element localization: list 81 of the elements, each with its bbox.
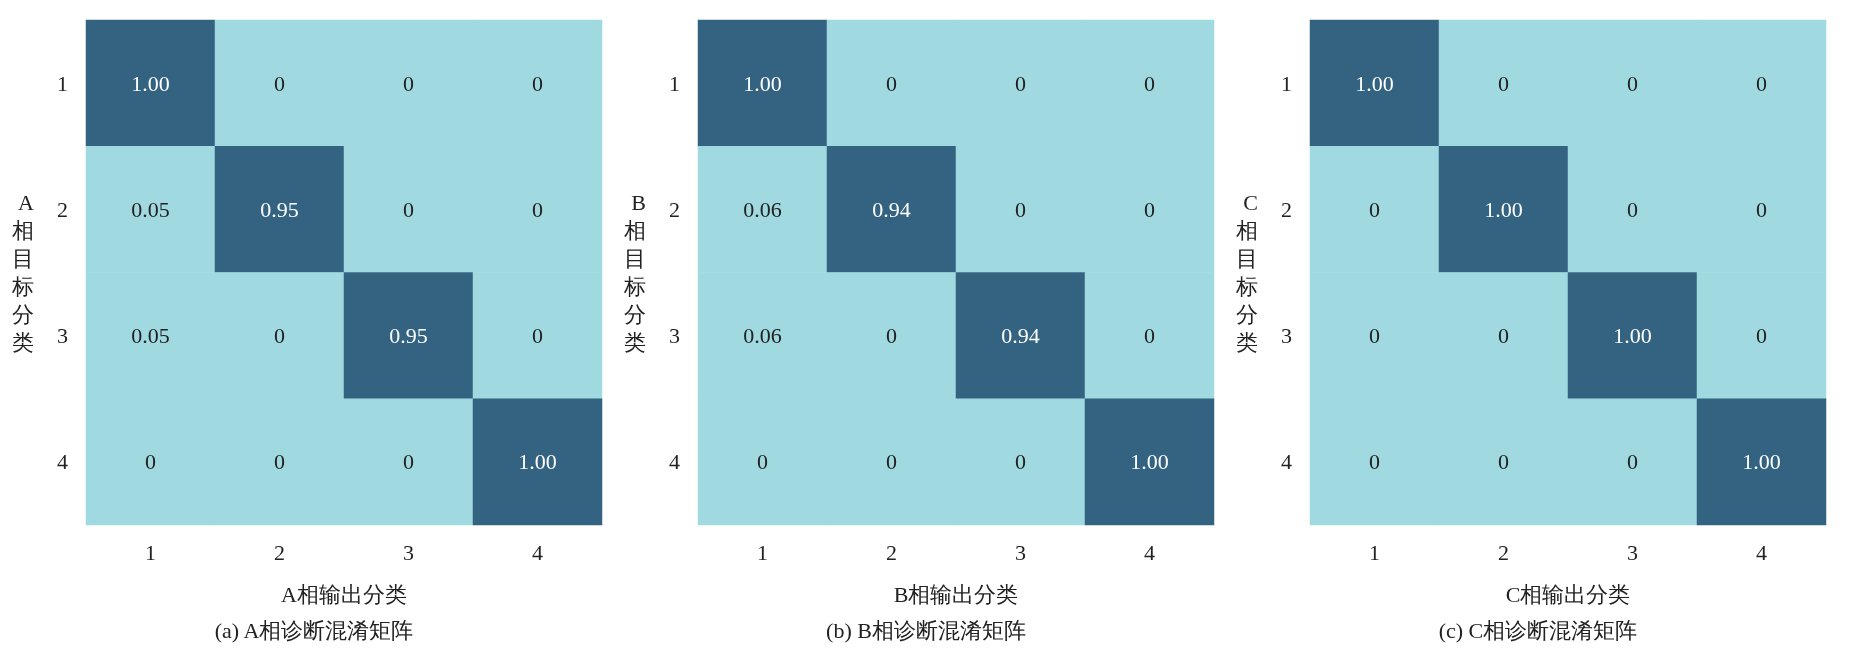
data-label: 0.06 xyxy=(743,323,782,349)
data-label: 1.00 xyxy=(1742,449,1781,475)
data-label: 0 xyxy=(403,196,414,222)
x-tick-label: 1 xyxy=(757,539,768,565)
data-label: 1.00 xyxy=(1355,70,1394,96)
data-label: 0.95 xyxy=(389,323,428,349)
data-label: 0 xyxy=(145,449,156,475)
x-tick-label: 2 xyxy=(886,539,897,565)
data-label: 0 xyxy=(1369,196,1380,222)
data-label: 0 xyxy=(757,449,768,475)
y-tick-label: 4 xyxy=(57,449,68,475)
y-tick-label: 2 xyxy=(1281,196,1292,222)
y-tick-label: 1 xyxy=(1281,70,1292,96)
x-axis-title: C相输出分类 xyxy=(1505,581,1631,607)
data-label: 0.05 xyxy=(131,196,170,222)
data-label: 0 xyxy=(1015,449,1026,475)
data-label: 0.06 xyxy=(743,196,782,222)
data-label: 1.00 xyxy=(1130,449,1169,475)
data-label: 0.94 xyxy=(872,196,911,222)
x-tick-label: 3 xyxy=(1015,539,1026,565)
data-label: 0.95 xyxy=(260,196,299,222)
data-label: 0 xyxy=(886,323,897,349)
y-axis-title: A相目标分类 xyxy=(11,190,35,355)
data-label: 0 xyxy=(886,70,897,96)
x-axis-title: A相输出分类 xyxy=(281,581,407,607)
data-label: 0 xyxy=(1756,70,1767,96)
x-tick-label: 2 xyxy=(1498,539,1509,565)
y-tick-label: 3 xyxy=(57,323,68,349)
data-label: 0 xyxy=(1144,323,1155,349)
y-tick-label: 4 xyxy=(669,449,680,475)
x-tick-label: 3 xyxy=(403,539,414,565)
data-label: 0 xyxy=(1627,70,1638,96)
data-label: 0 xyxy=(1369,449,1380,475)
data-label: 0 xyxy=(1627,449,1638,475)
text: (a) A相诊断混淆矩阵 xyxy=(214,617,414,643)
y-axis-title: C相目标分类 xyxy=(1235,190,1258,355)
data-label: 1.00 xyxy=(743,70,782,96)
data-label: 0 xyxy=(1627,196,1638,222)
x-tick-label: 4 xyxy=(1756,539,1767,565)
data-label: 0 xyxy=(1015,196,1026,222)
data-label: 0 xyxy=(1015,70,1026,96)
x-tick-label: 2 xyxy=(274,539,285,565)
y-tick-label: 4 xyxy=(1281,449,1292,475)
y-tick-label: 3 xyxy=(1281,323,1292,349)
y-axis-title: B相目标分类 xyxy=(623,190,646,355)
data-label: 0 xyxy=(403,70,414,96)
data-label: 1.00 xyxy=(131,70,170,96)
data-label: 0 xyxy=(1756,323,1767,349)
data-label: 0 xyxy=(532,196,543,222)
data-label: 0 xyxy=(1498,449,1509,475)
data-label: 0 xyxy=(1498,70,1509,96)
data-label: 0 xyxy=(532,70,543,96)
x-tick-label: 4 xyxy=(1144,539,1155,565)
data-label: 0 xyxy=(886,449,897,475)
x-tick-label: 1 xyxy=(145,539,156,565)
data-label: 0 xyxy=(274,449,285,475)
data-label: 0.05 xyxy=(131,323,170,349)
data-label: 1.00 xyxy=(1484,196,1523,222)
y-tick-label: 2 xyxy=(57,196,68,222)
data-label: 0 xyxy=(532,323,543,349)
data-label: 0 xyxy=(1369,323,1380,349)
text: (c) C相诊断混淆矩阵 xyxy=(1438,617,1638,643)
y-tick-label: 3 xyxy=(669,323,680,349)
text: (b) B相诊断混淆矩阵 xyxy=(826,617,1026,643)
data-label: 0.94 xyxy=(1001,323,1040,349)
x-tick-label: 4 xyxy=(532,539,543,565)
data-label: 0 xyxy=(1144,70,1155,96)
y-tick-label: 1 xyxy=(669,70,680,96)
data-label: 1.00 xyxy=(1613,323,1652,349)
data-label: 0 xyxy=(1498,323,1509,349)
y-tick-label: 2 xyxy=(669,196,680,222)
x-axis-title: B相输出分类 xyxy=(893,581,1019,607)
data-label: 0 xyxy=(403,449,414,475)
data-label: 0 xyxy=(274,70,285,96)
data-label: 1.00 xyxy=(518,449,557,475)
data-label: 0 xyxy=(1756,196,1767,222)
x-tick-label: 3 xyxy=(1627,539,1638,565)
y-tick-label: 1 xyxy=(57,70,68,96)
data-label: 0 xyxy=(274,323,285,349)
data-label: 0 xyxy=(1144,196,1155,222)
x-tick-label: 1 xyxy=(1369,539,1380,565)
